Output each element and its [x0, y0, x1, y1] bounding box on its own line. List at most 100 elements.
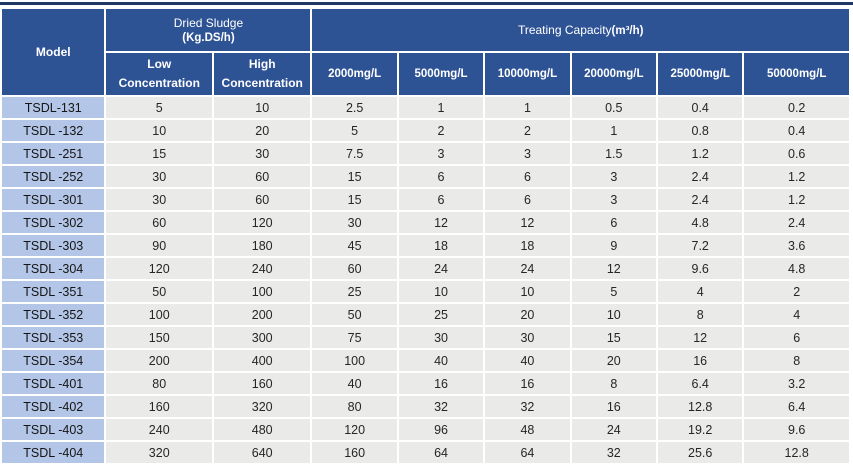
- low-concentration-cell: 240: [106, 419, 212, 440]
- mgl-column-header: 25000mg/L: [658, 53, 743, 95]
- low-concentration-cell: 15: [106, 143, 212, 164]
- high-concentration-cell: 200: [213, 304, 311, 325]
- capacity-cell: 1: [571, 120, 656, 141]
- capacity-cell: 12: [571, 258, 656, 279]
- capacity-cell: 30: [485, 327, 570, 348]
- table-row: TSDL -302 60 120 30 12 12 6 4.8 2.4: [2, 212, 849, 233]
- treating-capacity-header: Treating Capacity(m³/h): [312, 9, 849, 51]
- table-row: TSDL -353 150 300 75 30 30 15 12 6: [2, 327, 849, 348]
- table-row: TSDL-131 5 10 2.5 1 1 0.5 0.4 0.2: [2, 97, 849, 118]
- capacity-cell: 2: [485, 120, 570, 141]
- mgl-column-header: 5000mg/L: [398, 53, 484, 95]
- capacity-cell: 32: [398, 396, 484, 417]
- capacity-cell: 4: [744, 304, 849, 325]
- capacity-cell: 25: [398, 304, 484, 325]
- high-concentration-cell: 10: [213, 97, 311, 118]
- sub-header-line: High: [248, 57, 276, 72]
- high-concentration-cell: 20: [213, 120, 311, 141]
- capacity-cell: 6: [571, 212, 656, 233]
- capacity-cell: 16: [398, 373, 484, 394]
- low-concentration-cell: 150: [106, 327, 212, 348]
- high-concentration-cell: 60: [213, 189, 311, 210]
- capacity-cell: 9.6: [744, 419, 849, 440]
- high-concentration-cell: 640: [213, 442, 311, 463]
- high-concentration-cell: 320: [213, 396, 311, 417]
- low-concentration-cell: 120: [106, 258, 212, 279]
- sub-header-line: Low: [147, 57, 172, 72]
- capacity-cell: 3: [485, 143, 570, 164]
- capacity-cell: 0.8: [658, 120, 743, 141]
- capacity-cell: 7.5: [312, 143, 397, 164]
- capacity-cell: 60: [312, 258, 397, 279]
- high-concentration-cell: 180: [213, 235, 311, 256]
- mgl-column-header: 10000mg/L: [485, 53, 570, 95]
- table-row: TSDL -301 30 60 15 6 6 3 2.4 1.2: [2, 189, 849, 210]
- capacity-cell: 1: [398, 97, 484, 118]
- capacity-cell: 32: [571, 442, 656, 463]
- sub-header-line: Concentration: [221, 76, 303, 90]
- capacity-cell: 50: [312, 304, 397, 325]
- capacity-cell: 18: [485, 235, 570, 256]
- capacity-cell: 6.4: [658, 373, 743, 394]
- capacity-cell: 0.4: [658, 97, 743, 118]
- capacity-cell: 40: [398, 350, 484, 371]
- capacity-cell: 64: [485, 442, 570, 463]
- model-column-header: Model: [2, 9, 105, 95]
- model-cell: TSDL -132: [2, 120, 105, 141]
- model-cell: TSDL -304: [2, 258, 105, 279]
- model-cell: TSDL -351: [2, 281, 105, 302]
- capacity-cell: 20: [485, 304, 570, 325]
- low-concentration-cell: 90: [106, 235, 212, 256]
- capacity-cell: 75: [312, 327, 397, 348]
- low-concentration-cell: 60: [106, 212, 212, 233]
- model-cell: TSDL -252: [2, 166, 105, 187]
- capacity-cell: 3: [398, 143, 484, 164]
- capacity-cell: 9.6: [658, 258, 743, 279]
- low-concentration-cell: 100: [106, 304, 212, 325]
- model-cell: TSDL -403: [2, 419, 105, 440]
- high-concentration-cell: 60: [213, 166, 311, 187]
- high-concentration-cell: 480: [213, 419, 311, 440]
- model-cell: TSDL -251: [2, 143, 105, 164]
- capacity-cell: 2: [398, 120, 484, 141]
- capacity-cell: 160: [312, 442, 397, 463]
- low-concentration-cell: 320: [106, 442, 212, 463]
- capacity-cell: 7.2: [658, 235, 743, 256]
- capacity-cell: 6: [485, 189, 570, 210]
- capacity-cell: 10: [485, 281, 570, 302]
- table-row: TSDL -351 50 100 25 10 10 5 4 2: [2, 281, 849, 302]
- table-row: TSDL -252 30 60 15 6 6 3 2.4 1.2: [2, 166, 849, 187]
- low-concentration-cell: 50: [106, 281, 212, 302]
- capacity-cell: 96: [398, 419, 484, 440]
- dried-sludge-title: Dried Sludge: [173, 15, 244, 30]
- capacity-cell: 3.2: [744, 373, 849, 394]
- capacity-cell: 0.2: [744, 97, 849, 118]
- capacity-cell: 5: [312, 120, 397, 141]
- capacity-cell: 6: [398, 166, 484, 187]
- capacity-cell: 64: [398, 442, 484, 463]
- table-header: Model Dried Sludge (Kg.DS/h) Treating Ca…: [2, 9, 849, 95]
- capacity-cell: 48: [485, 419, 570, 440]
- capacity-cell: 0.5: [571, 97, 656, 118]
- concentration-sub-header: High Concentration: [213, 53, 311, 95]
- capacity-cell: 16: [658, 350, 743, 371]
- capacity-cell: 4.8: [744, 258, 849, 279]
- capacity-cell: 8: [744, 350, 849, 371]
- model-cell: TSDL -303: [2, 235, 105, 256]
- model-cell: TSDL -354: [2, 350, 105, 371]
- table-row: TSDL -354 200 400 100 40 40 20 16 8: [2, 350, 849, 371]
- table-row: TSDL -404 320 640 160 64 64 32 25.6 12.8: [2, 442, 849, 463]
- low-concentration-cell: 10: [106, 120, 212, 141]
- capacity-cell: 100: [312, 350, 397, 371]
- capacity-cell: 6: [485, 166, 570, 187]
- capacity-cell: 1: [485, 97, 570, 118]
- high-concentration-cell: 400: [213, 350, 311, 371]
- capacity-cell: 120: [312, 419, 397, 440]
- capacity-cell: 19.2: [658, 419, 743, 440]
- capacity-cell: 15: [312, 166, 397, 187]
- capacity-cell: 8: [658, 304, 743, 325]
- capacity-cell: 12: [485, 212, 570, 233]
- capacity-cell: 12: [658, 327, 743, 348]
- model-cell: TSDL-131: [2, 97, 105, 118]
